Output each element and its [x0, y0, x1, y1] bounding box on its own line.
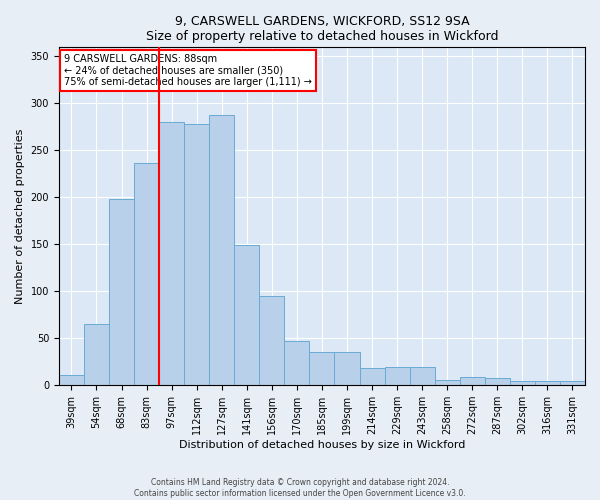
Bar	[234, 245, 259, 385]
Bar	[310, 352, 334, 385]
Bar	[284, 341, 310, 385]
Title: 9, CARSWELL GARDENS, WICKFORD, SS12 9SA
Size of property relative to detached ho: 9, CARSWELL GARDENS, WICKFORD, SS12 9SA …	[146, 15, 498, 43]
Bar	[434, 380, 460, 385]
Bar	[510, 382, 535, 385]
Text: Contains HM Land Registry data © Crown copyright and database right 2024.
Contai: Contains HM Land Registry data © Crown c…	[134, 478, 466, 498]
Bar	[334, 352, 359, 385]
Text: 9 CARSWELL GARDENS: 88sqm
← 24% of detached houses are smaller (350)
75% of semi: 9 CARSWELL GARDENS: 88sqm ← 24% of detac…	[64, 54, 312, 87]
Bar	[134, 162, 159, 385]
X-axis label: Distribution of detached houses by size in Wickford: Distribution of detached houses by size …	[179, 440, 465, 450]
Bar	[485, 378, 510, 385]
Bar	[84, 324, 109, 385]
Bar	[560, 382, 585, 385]
Bar	[209, 114, 234, 385]
Bar	[184, 124, 209, 385]
Bar	[109, 199, 134, 385]
Bar	[59, 375, 84, 385]
Bar	[535, 380, 560, 385]
Bar	[385, 368, 410, 385]
Bar	[159, 122, 184, 385]
Bar	[410, 368, 434, 385]
Bar	[259, 296, 284, 385]
Bar	[359, 368, 385, 385]
Y-axis label: Number of detached properties: Number of detached properties	[15, 128, 25, 304]
Bar	[460, 377, 485, 385]
